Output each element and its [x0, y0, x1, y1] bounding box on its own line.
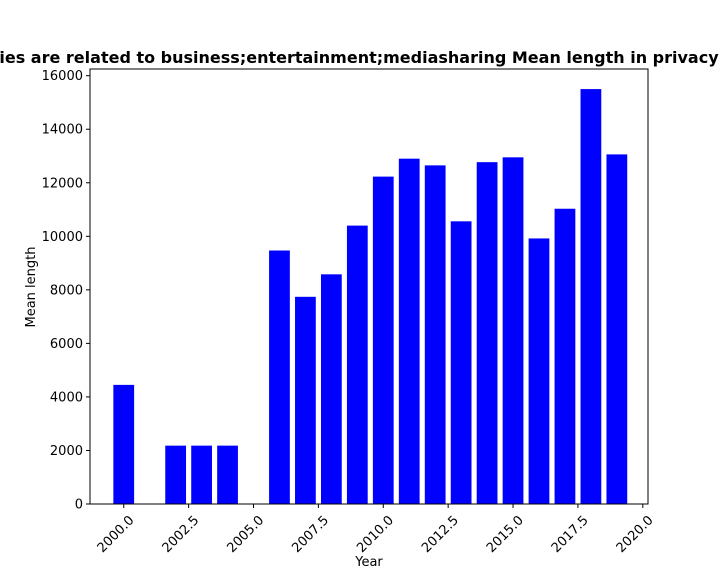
bar-2016 [528, 238, 550, 504]
y-axis-label: Mean length [24, 247, 39, 328]
bar-2017 [554, 208, 576, 505]
x-tick-label: 2020.0 [614, 513, 657, 556]
bar-2004 [217, 445, 238, 504]
y-tick-label: 0 [75, 498, 83, 513]
x-tick-label: 2002.5 [160, 513, 203, 556]
bar-2010 [372, 176, 394, 505]
x-tick-label: 2010.0 [354, 513, 397, 556]
bar-2015 [502, 157, 524, 504]
bar-2009 [346, 225, 368, 504]
bar-2007 [295, 296, 316, 504]
x-tick-label: 2012.5 [419, 513, 462, 556]
x-tick-label: 2000.0 [95, 513, 138, 556]
x-tick-label: 2007.5 [289, 513, 332, 556]
x-tick-label: 2017.5 [549, 513, 592, 556]
bar-2000 [113, 384, 135, 504]
bar-2013 [450, 221, 472, 504]
y-tick-label: 10000 [42, 230, 83, 245]
x-axis-label: Year [354, 555, 383, 570]
x-axis-ticks: 2000.0 2002.5 2005.0 2007.5 2010.0 2012.5 2015… [95, 504, 657, 556]
bar-2018 [580, 89, 602, 504]
y-tick-label: 16000 [42, 69, 83, 84]
bar-2003 [191, 445, 212, 504]
x-tick-label: 2005.0 [224, 513, 267, 556]
y-tick-label: 6000 [50, 337, 83, 352]
y-axis-ticks: 0 2000 4000 6000 8000 10000 12000 14000 16000 [42, 69, 90, 513]
bar-2014 [476, 162, 498, 504]
y-tick-label: 12000 [42, 176, 83, 191]
y-tick-label: 14000 [42, 123, 83, 138]
bar-2012 [424, 165, 446, 504]
bar-2002 [165, 445, 187, 504]
y-tick-label: 8000 [50, 283, 83, 298]
bar-2008 [320, 274, 342, 504]
bar-2011 [398, 158, 420, 504]
chart-title: ies are related to business;entertainmen… [0, 48, 719, 67]
y-tick-label: 2000 [50, 444, 83, 459]
bar-2006 [269, 250, 290, 504]
y-tick-label: 4000 [50, 390, 83, 405]
bar-2019 [606, 154, 628, 504]
bars-group [113, 89, 628, 505]
plot-area-frame [89, 68, 649, 505]
x-tick-label: 2015.0 [484, 513, 527, 556]
